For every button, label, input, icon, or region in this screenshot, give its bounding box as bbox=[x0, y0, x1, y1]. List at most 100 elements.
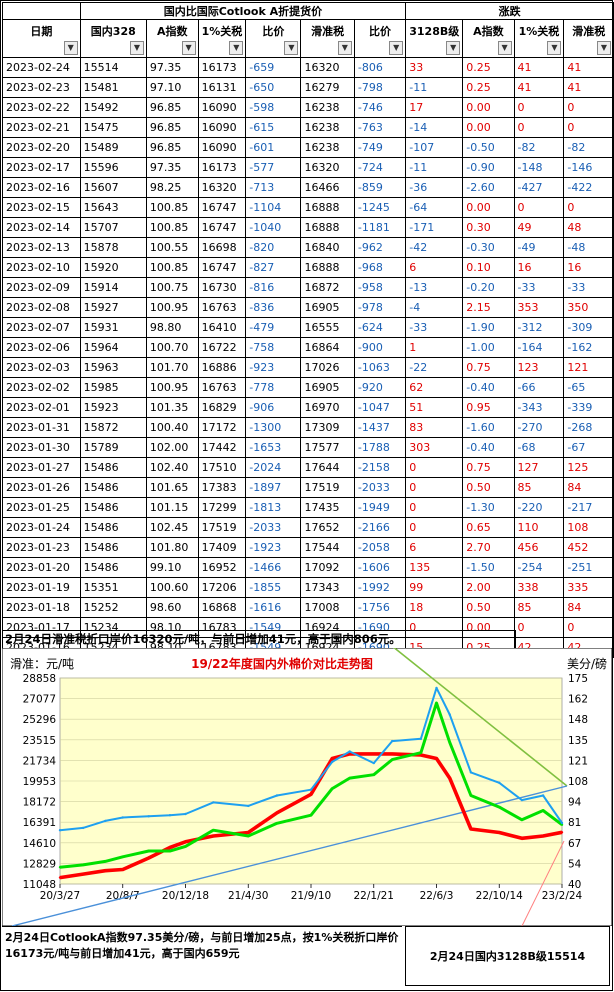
table-cell: 0.25 bbox=[462, 77, 515, 98]
table-cell: -13 bbox=[405, 277, 464, 298]
table-cell: 101.70 bbox=[145, 357, 199, 378]
table-cell: 16886 bbox=[197, 357, 247, 378]
table-cell: 2023-02-01 bbox=[2, 397, 81, 418]
table-cell: -343 bbox=[513, 397, 565, 418]
table-row: 2023-02-23 15481 97.10 16131 -650 16279 -798 -1… bbox=[2, 77, 614, 98]
table-cell: 2023-01-26 bbox=[2, 477, 81, 498]
table-cell: 16090 bbox=[197, 137, 247, 158]
col-ratio-2-header: 比价 ▼ bbox=[353, 19, 407, 58]
table-cell: -146 bbox=[563, 157, 614, 178]
table-cell: 16 bbox=[513, 257, 565, 278]
trendline-red bbox=[521, 840, 565, 926]
filter-dropdown-icon[interactable]: ▼ bbox=[181, 41, 196, 55]
table-cell: 2023-02-14 bbox=[2, 217, 81, 238]
table-cell: -1992 bbox=[353, 577, 407, 598]
col-sliding-tariff-change-header: 滑准税 ▼ bbox=[563, 19, 614, 58]
table-cell: 2023-01-19 bbox=[2, 577, 81, 598]
table-cell: -268 bbox=[563, 417, 614, 438]
table-cell: 100.75 bbox=[145, 277, 199, 298]
table-row: 2023-02-13 15878 100.55 16698 -820 16840 -962-… bbox=[2, 237, 614, 258]
table-cell: 16279 bbox=[300, 77, 355, 98]
series-point-red bbox=[212, 834, 215, 838]
table-cell: 2023-01-23 bbox=[2, 537, 81, 558]
filter-dropdown-icon[interactable]: ▼ bbox=[229, 41, 244, 55]
series-point-red bbox=[435, 757, 438, 760]
table-cell: 0.30 bbox=[462, 217, 515, 238]
filter-dropdown-icon[interactable]: ▼ bbox=[63, 41, 78, 55]
table-cell: 16763 bbox=[197, 377, 247, 398]
table-cell: -33 bbox=[563, 277, 614, 298]
table-row: 2023-02-01 15923 101.35 16829 -906 16970 -1047… bbox=[2, 397, 614, 418]
left-tick-label: 16391 bbox=[23, 817, 56, 829]
table-cell: 135 bbox=[405, 557, 464, 578]
col-tariff-1pct-change-header: 1%关税 ▼ bbox=[513, 19, 565, 58]
table-cell: 100.95 bbox=[145, 297, 199, 318]
table-cell: -1437 bbox=[353, 417, 407, 438]
filter-dropdown-icon[interactable]: ▼ bbox=[129, 41, 144, 55]
table-cell: 2023-02-03 bbox=[2, 357, 81, 378]
table-cell: 0.00 bbox=[462, 117, 515, 138]
series-point-blue bbox=[331, 760, 334, 764]
filter-dropdown-icon[interactable]: ▼ bbox=[446, 41, 461, 55]
filter-dropdown-icon[interactable]: ▼ bbox=[547, 41, 562, 55]
table-cell: 16 bbox=[563, 257, 614, 278]
table-cell: 0 bbox=[513, 617, 565, 638]
trendline-green bbox=[393, 648, 568, 787]
table-cell: 101.15 bbox=[145, 497, 199, 518]
filter-dropdown-icon[interactable]: ▼ bbox=[497, 41, 512, 55]
table-cell: 2023-02-16 bbox=[2, 177, 81, 198]
x-tick-label: 22/1/21 bbox=[354, 890, 394, 902]
series-point-blue bbox=[541, 794, 545, 797]
table-row: 2023-02-20 15489 96.85 16090 -601 16238 -749 -1… bbox=[2, 137, 614, 158]
series-point-blue bbox=[435, 686, 438, 690]
series-point-blue bbox=[309, 788, 313, 791]
table-cell: -33 bbox=[405, 317, 464, 338]
filter-dropdown-icon[interactable]: ▼ bbox=[389, 41, 404, 55]
table-cell: 0.00 bbox=[462, 97, 515, 118]
left-tick-label: 23515 bbox=[23, 735, 56, 747]
table-cell: 2023-01-20 bbox=[2, 557, 81, 578]
table-cell: 15489 bbox=[79, 137, 147, 158]
table-cell: 335 bbox=[563, 577, 614, 598]
left-tick-label: 14610 bbox=[23, 838, 56, 850]
filter-dropdown-icon[interactable]: ▼ bbox=[337, 41, 352, 55]
filter-dropdown-icon[interactable]: ▼ bbox=[284, 41, 299, 55]
table-cell: 16840 bbox=[300, 237, 355, 258]
series-point-red bbox=[81, 872, 85, 876]
table-row: 2023-01-26 15486 101.65 17383 -1897 17519 -203… bbox=[2, 477, 614, 498]
table-cell: 15486 bbox=[79, 477, 147, 498]
table-cell: -816 bbox=[245, 277, 302, 298]
table-cell: 16864 bbox=[300, 337, 355, 358]
note-cotlook: 2月24日CotlookA指数97.35美分/磅，与前日增加25点，按1%关税折… bbox=[2, 926, 402, 986]
table-cell: 16888 bbox=[300, 257, 355, 278]
table-cell: 17309 bbox=[300, 417, 355, 438]
table-cell: 15914 bbox=[79, 277, 147, 298]
table-cell: 0 bbox=[405, 497, 464, 518]
table-cell: 2.00 bbox=[462, 577, 515, 598]
table-cell: 303 bbox=[405, 437, 464, 458]
series-point-green bbox=[309, 814, 313, 817]
table-cell: 15486 bbox=[79, 497, 147, 518]
series-point-green bbox=[212, 829, 215, 832]
table-cell: -1063 bbox=[353, 357, 407, 378]
series-point-red bbox=[275, 811, 279, 814]
series-point-blue bbox=[147, 815, 150, 818]
table-cell: 15514 bbox=[79, 57, 147, 78]
col-a-index-change-header: A指数 ▼ bbox=[462, 19, 515, 58]
table-cell: 456 bbox=[513, 537, 565, 558]
filter-dropdown-icon[interactable]: ▼ bbox=[597, 41, 611, 55]
table-cell: 17299 bbox=[197, 497, 247, 518]
table-cell: 2023-01-24 bbox=[2, 517, 81, 538]
x-tick-label: 20/8/7 bbox=[106, 890, 140, 902]
series-point-blue bbox=[58, 829, 62, 832]
series-point-blue bbox=[104, 819, 107, 823]
column-header-label: 国内328 bbox=[90, 25, 136, 38]
left-axis-label: 滑准：元/吨 bbox=[10, 657, 74, 671]
table-cell: 15927 bbox=[79, 297, 147, 318]
right-tick-label: 94 bbox=[568, 797, 582, 809]
series-point-blue bbox=[348, 750, 351, 753]
table-cell: 16555 bbox=[300, 317, 355, 338]
table-cell: 16320 bbox=[300, 157, 355, 178]
table-cell: 2023-02-23 bbox=[2, 77, 81, 98]
table-cell: 0.65 bbox=[462, 517, 515, 538]
